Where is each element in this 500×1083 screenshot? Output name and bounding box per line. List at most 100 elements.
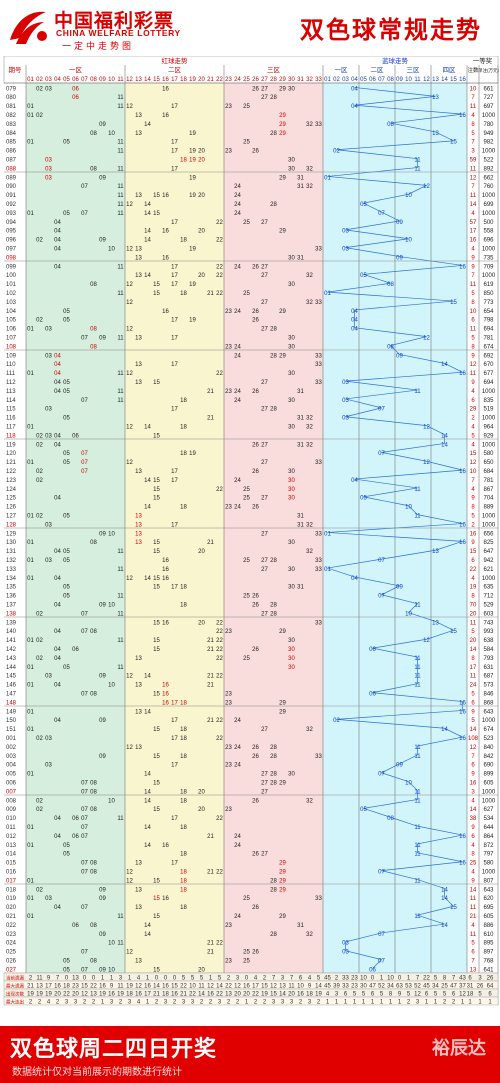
red-ball-value: 05 [63,852,70,858]
blue-ball-value: 04 [351,318,358,324]
red-ball-value: 03 [45,522,52,528]
red-ball-value: 04 [54,220,61,226]
blue-ball-value: 07 [378,407,385,413]
blue-ball-value: 11 [414,825,421,831]
blue-ball-value: 11 [414,166,421,172]
red-ball-value: 05 [63,318,70,324]
red-ball-value: 01 [27,878,34,884]
prize-count-value: 4 [471,843,475,849]
red-ball-value: 01 [27,460,34,466]
blue-ball-value: 03 [342,941,349,947]
red-ball-value: 20 [198,229,205,235]
red-ball-value: 04 [54,389,61,395]
red-ball-value: 04 [54,656,61,662]
stats-red-value: 3 [110,1000,114,1006]
blue-ball-value: 01 [324,531,331,537]
red-ball-value: 05 [63,549,70,555]
prize-amount-value: 892 [483,166,494,172]
red-ball-value: 29 [279,353,286,359]
blue-ball-value: 11 [414,852,421,858]
red-ball-value: 09 [99,967,106,973]
period-number: 079 [6,86,17,92]
red-ball-value: 17 [171,478,178,484]
red-ball-value: 18 [180,825,187,831]
period-number: 100 [6,273,17,279]
red-ball-value: 24 [234,202,241,208]
red-ball-value: 08 [90,629,97,635]
red-ball-value: 28 [270,353,277,359]
red-ball-value: 29 [279,861,286,867]
stats-red-value: 12 [81,992,88,998]
red-ball-value: 09 [99,754,106,760]
red-ball-value: 15 [153,478,160,484]
red-ball-value: 01 [27,665,34,671]
red-ball-value: 13 [135,469,142,475]
stats-red-value: 2 [155,1000,159,1006]
stats-red-value: 21 [27,984,34,990]
red-ball-value: 15 [153,211,160,217]
red-ball-value: 02 [36,469,43,475]
stats-blue-value: 3 [416,1000,420,1006]
red-ball-value: 04 [54,834,61,840]
period-number: 121 [6,460,17,466]
blue-column-number: 02 [333,77,340,83]
stats-red-value: 20 [243,992,250,998]
red-ball-value: 13 [135,514,142,520]
red-ball-value: 27 [261,442,268,448]
prize-count-value: 16 [470,531,477,537]
stats-red-value: 16 [135,992,142,998]
period-number: 119 [6,442,16,448]
stats-red-value: 1 [245,1000,249,1006]
red-ball-value: 15 [153,291,160,297]
blue-ball-value: 16 [459,113,466,119]
red-ball-value: 18 [180,425,187,431]
red-ball-value: 01 [27,683,34,689]
red-ball-value: 17 [171,861,178,867]
prize-count-value: 5 [471,514,475,520]
prize-amount-value: 662 [483,175,494,181]
blue-ball-value: 03 [342,398,349,404]
red-ball-value: 31 [297,389,304,395]
red-ball-value: 08 [90,959,97,965]
stats-red-value: 2 [236,1000,240,1006]
red-ball-value: 05 [63,843,70,849]
stats-red-value: 2 [83,1000,87,1006]
red-ball-value: 14 [144,202,151,208]
red-ball-value: 04 [54,442,61,448]
red-ball-value: 22 [216,647,223,653]
stats-red-value: 18 [162,992,169,998]
stats-red-value: 16 [54,984,61,990]
red-ball-value: 29 [279,709,286,715]
red-ball-value: 02 [36,478,43,484]
stats-red-value: 15 [261,984,268,990]
blue-ball-value: 15 [450,300,457,306]
red-ball-value: 29 [279,229,286,235]
red-ball-value: 09 [99,603,106,609]
period-number: 125 [6,496,17,502]
red-ball-value: 21 [207,389,214,395]
red-ball-value: 03 [45,558,52,564]
red-ball-value: 07 [81,469,88,475]
blue-column-number: 13 [432,77,439,83]
prize-count-value: 4 [471,113,475,119]
stats-blue-value: 2 [452,1000,456,1006]
red-ball-value: 10 [108,683,115,689]
prize-amount-value: 1000 [482,273,496,279]
stats-blue-value: 5 [478,992,482,998]
stats-red-value: 3 [308,1000,312,1006]
stats-blue-value: 6 [488,992,492,998]
red-ball-value: 30 [288,478,295,484]
red-ball-value: 03 [45,158,52,164]
red-ball-value: 18 [180,398,187,404]
period-number: 148 [6,700,17,706]
prize-count-value: 12 [470,745,477,751]
red-ball-value: 09 [99,531,106,537]
stats-red-value: 16 [108,992,115,998]
red-ball-value: 01 [27,327,34,333]
period-number: 128 [6,522,17,528]
prize-count-value: 4 [471,247,475,253]
period-number: 009 [6,807,17,813]
stats-red-value: 22 [216,992,223,998]
period-number: 005 [6,772,17,778]
prize-count-value: 16 [470,238,477,244]
